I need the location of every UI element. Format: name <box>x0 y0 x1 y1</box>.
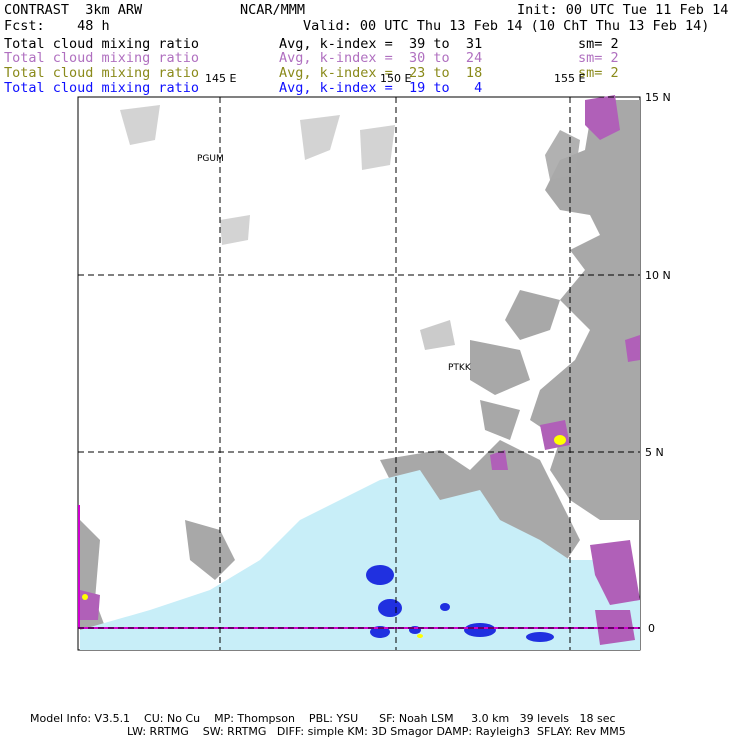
legend-avg-1: Avg, k-index = 39 to 31 <box>279 36 483 52</box>
lat-label-5n: 5 N <box>645 446 664 459</box>
lon-label-155: 155 E <box>554 72 585 85</box>
legend-sm-2: sm= 2 <box>578 50 619 66</box>
blue-layer <box>366 565 554 642</box>
legend-sm-3: sm= 2 <box>578 65 619 81</box>
legend-avg-3: Avg, k-index = 23 to 18 <box>279 65 483 81</box>
forecast-hour: Fcst: 48 h <box>4 18 110 34</box>
legend-avg-4: Avg, k-index = 19 to 4 <box>279 80 483 96</box>
legend-label-1: Total cloud mixing ratio <box>4 36 200 52</box>
model-info-line1: Model Info: V3.5.1 CU: No Cu MP: Thompso… <box>30 712 616 725</box>
legend-label-4: Total cloud mixing ratio <box>4 80 200 96</box>
lat-label-10n: 10 N <box>645 269 671 282</box>
ice-light-layer <box>80 470 640 650</box>
station-ptkk: PTKK <box>448 363 472 373</box>
lat-lon-grid <box>78 96 640 650</box>
purple-layer <box>80 95 640 645</box>
legend-avg-2: Avg, k-index = 30 to 24 <box>279 50 483 66</box>
center-name: NCAR/MMM <box>240 2 306 18</box>
lat-label-15n: 15 N <box>645 91 671 104</box>
legend-label-3: Total cloud mixing ratio <box>4 65 200 81</box>
legend-sm-1: sm= 2 <box>578 36 619 52</box>
init-time: Init: 00 UTC Tue 11 Feb 14 <box>517 2 729 18</box>
yellow-layer <box>82 435 566 638</box>
model-info-line2: LW: RRTMG SW: RRTMG DIFF: simple KM: 3D … <box>127 725 626 738</box>
legend-label-2: Total cloud mixing ratio <box>4 50 200 66</box>
valid-time: Valid: 00 UTC Thu 13 Feb 14 (10 ChT Thu … <box>303 18 710 34</box>
lat-label-0: 0 <box>648 622 655 635</box>
lon-label-150: 150 E <box>380 72 411 85</box>
station-pgum: PGUM <box>197 154 224 164</box>
model-title: CONTRAST 3km ARW <box>4 2 143 18</box>
lon-label-145: 145 E <box>205 72 236 85</box>
